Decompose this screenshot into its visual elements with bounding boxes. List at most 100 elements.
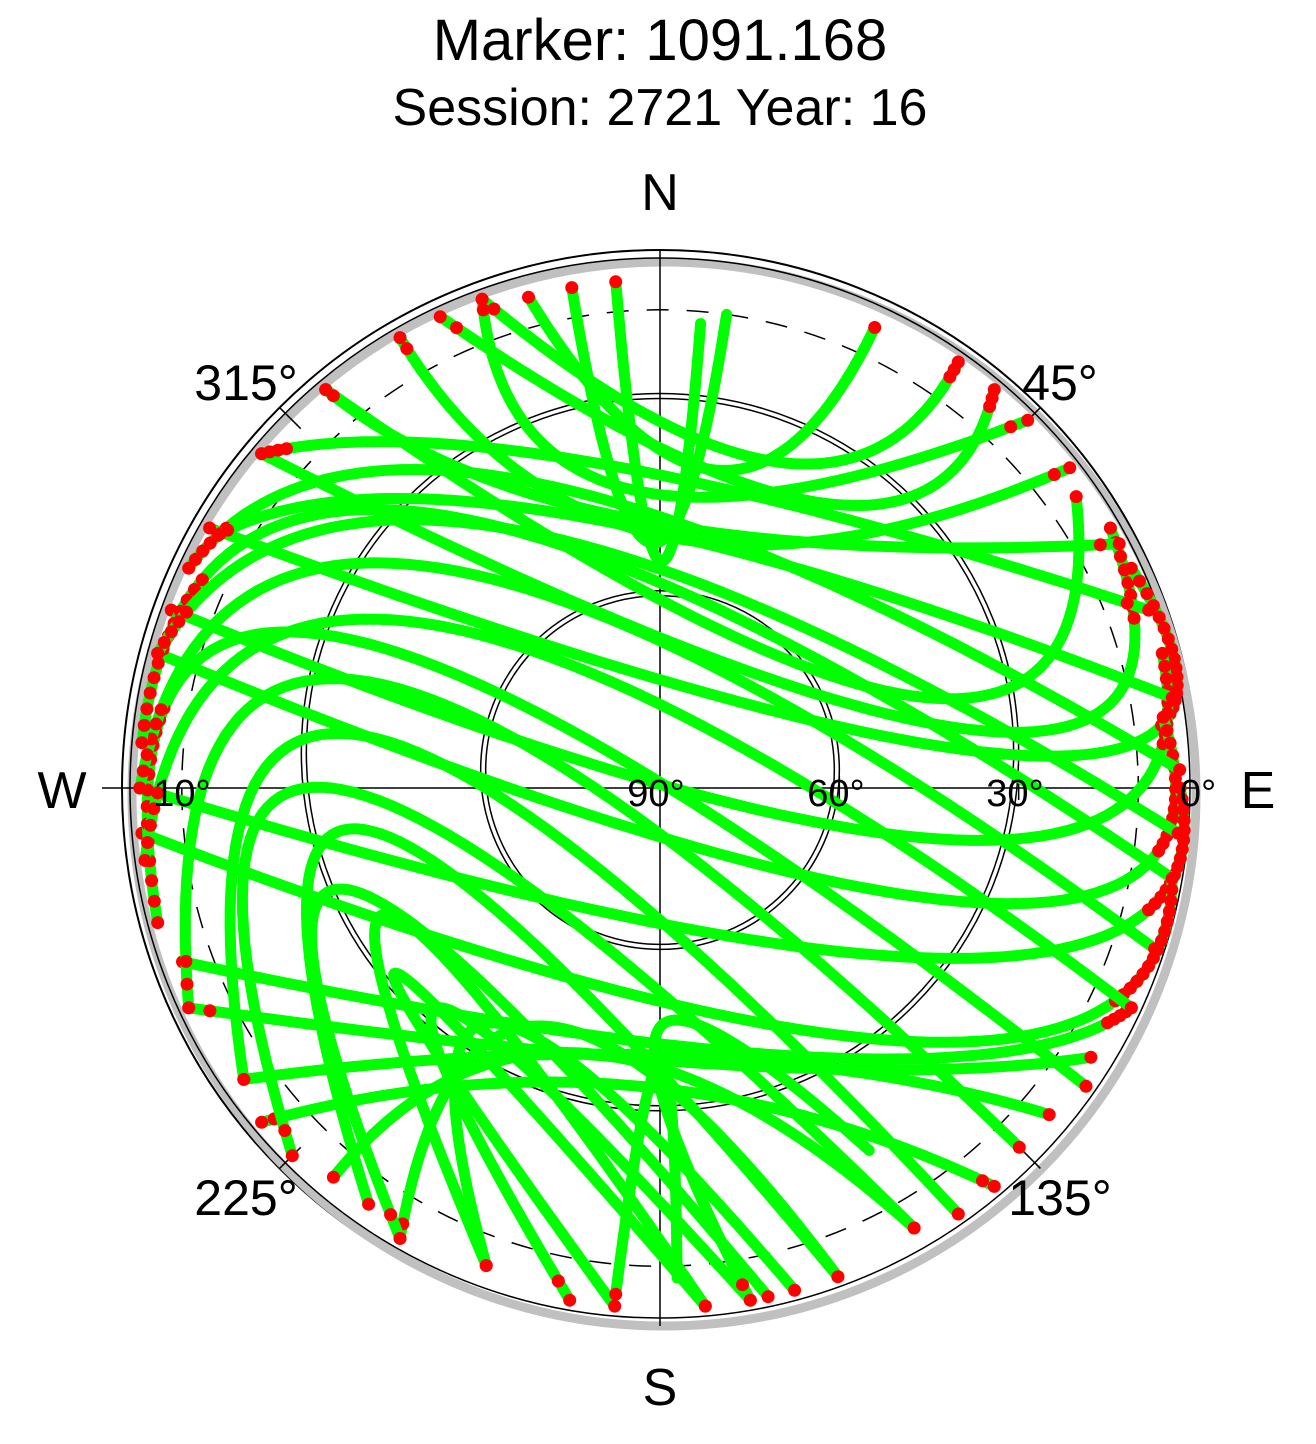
track-path-above-cutoff [256, 1076, 1000, 1192]
track-point-below-cutoff [1133, 574, 1146, 588]
track-point-below-cutoff [743, 1293, 757, 1307]
track-point-below-cutoff [1093, 538, 1107, 552]
track-point-below-cutoff [140, 748, 154, 762]
track-path-above-cutoff [238, 1048, 1055, 1121]
satellite-track-21 [369, 908, 712, 1313]
track-point-below-cutoff [147, 894, 161, 908]
track-point-below-cutoff [203, 521, 217, 535]
track-point-below-cutoff [1121, 576, 1135, 590]
track-path-above-cutoff [369, 908, 711, 1312]
track-point-below-cutoff [1069, 490, 1083, 504]
track-point-below-cutoff [736, 1278, 749, 1292]
track-point-below-cutoff [172, 615, 186, 629]
track-point-below-cutoff [951, 1207, 965, 1221]
track-point-below-cutoff [1063, 461, 1077, 475]
track-point-below-cutoff [393, 331, 407, 345]
track-point-below-cutoff [164, 625, 178, 639]
track-point-below-cutoff [195, 573, 209, 587]
track-point-below-cutoff [147, 671, 161, 685]
track-point-below-cutoff [1165, 883, 1179, 897]
track-point-below-cutoff [135, 736, 149, 750]
track-point-below-cutoff [522, 290, 535, 304]
track-point-below-cutoff [1159, 672, 1173, 686]
track-path-above-cutoff [236, 781, 920, 1234]
track-point-below-cutoff [1012, 1140, 1026, 1154]
track-point-below-cutoff [182, 1001, 196, 1015]
satellite-track-38 [648, 1014, 875, 1307]
track-path-above-cutoff [136, 827, 1178, 1048]
track-point-below-cutoff [1047, 468, 1061, 481]
elevation-label-60: 60° [807, 773, 864, 815]
track-point-below-cutoff [479, 1259, 493, 1272]
track-point-below-cutoff [487, 302, 501, 316]
track-point-below-cutoff [145, 874, 159, 888]
track-point-below-cutoff [987, 383, 1001, 397]
track-path-above-cutoff [610, 1057, 683, 1300]
track-point-below-cutoff [987, 1179, 1001, 1193]
axis-labels: N S W E 45° 135° 225° 315° 0° 30° 60° 90° 10° [37, 164, 1275, 1417]
track-point-below-cutoff [831, 1270, 845, 1284]
track-point-below-cutoff [1114, 549, 1127, 563]
track-path-above-cutoff [300, 823, 844, 1283]
track-point-below-cutoff [450, 321, 463, 335]
track-point-below-cutoff [1164, 894, 1178, 908]
track-path-above-cutoff [648, 1014, 875, 1306]
track-point-below-cutoff [1112, 537, 1126, 551]
track-point-below-cutoff [433, 310, 447, 324]
track-point-below-cutoff [326, 1170, 340, 1184]
azimuth-label-45: 45° [1022, 355, 1098, 411]
satellite-track-33 [213, 493, 1179, 705]
track-point-below-cutoff [189, 552, 202, 566]
track-point-below-cutoff [1165, 691, 1179, 705]
track-point-below-cutoff [563, 1293, 577, 1307]
track-point-below-cutoff [609, 1287, 623, 1301]
track-point-below-cutoff [278, 1124, 292, 1137]
track-point-below-cutoff [151, 656, 165, 670]
track-point-below-cutoff [1157, 621, 1171, 635]
label-west: W [37, 762, 86, 820]
azimuth-tick [279, 407, 302, 430]
track-point-below-cutoff [151, 916, 165, 930]
track-point-below-cutoff [319, 383, 333, 397]
track-point-below-cutoff [237, 1072, 251, 1086]
track-point-below-cutoff [1177, 813, 1191, 827]
track-point-below-cutoff [140, 702, 154, 716]
elevation-label-90: 90° [627, 773, 684, 815]
satellite-tracks [133, 275, 1191, 1313]
track-point-below-cutoff [400, 342, 414, 356]
track-point-below-cutoff [976, 1174, 989, 1188]
track-point-below-cutoff [143, 818, 157, 832]
track-point-below-cutoff [1124, 561, 1138, 575]
chart-title: Marker: 1091.168 [433, 8, 888, 73]
track-path-above-cutoff [476, 293, 964, 470]
track-point-below-cutoff [1160, 724, 1174, 737]
track-path-above-cutoff [476, 293, 1034, 503]
track-point-below-cutoff [1124, 1001, 1138, 1015]
track-point-below-cutoff [1127, 611, 1141, 625]
track-point-below-cutoff [761, 1290, 775, 1304]
track-point-below-cutoff [285, 1149, 299, 1163]
elevation-label-0: 0° [1180, 773, 1216, 815]
track-point-below-cutoff [138, 853, 152, 867]
horizon-band [127, 257, 1201, 1331]
track-path-above-cutoff [224, 727, 964, 1220]
label-north: N [641, 164, 679, 222]
track-point-below-cutoff [1004, 420, 1018, 434]
satellite-track-35 [319, 383, 1126, 554]
track-point-below-cutoff [1171, 826, 1185, 840]
track-path-above-cutoff [306, 883, 774, 1303]
track-point-below-cutoff [133, 781, 147, 795]
track-path-above-cutoff [139, 613, 1137, 1014]
track-point-below-cutoff [393, 1231, 407, 1245]
track-point-below-cutoff [1176, 803, 1190, 817]
track-point-below-cutoff [1148, 942, 1162, 956]
track-point-below-cutoff [868, 321, 882, 334]
track-point-below-cutoff [1173, 781, 1187, 795]
track-path-above-cutoff [214, 493, 1178, 704]
satellite-track-24 [236, 781, 921, 1235]
track-point-below-cutoff [1103, 521, 1117, 535]
track-path-above-cutoff [320, 384, 1125, 554]
label-south: S [643, 1359, 678, 1417]
track-point-below-cutoff [1158, 659, 1172, 673]
